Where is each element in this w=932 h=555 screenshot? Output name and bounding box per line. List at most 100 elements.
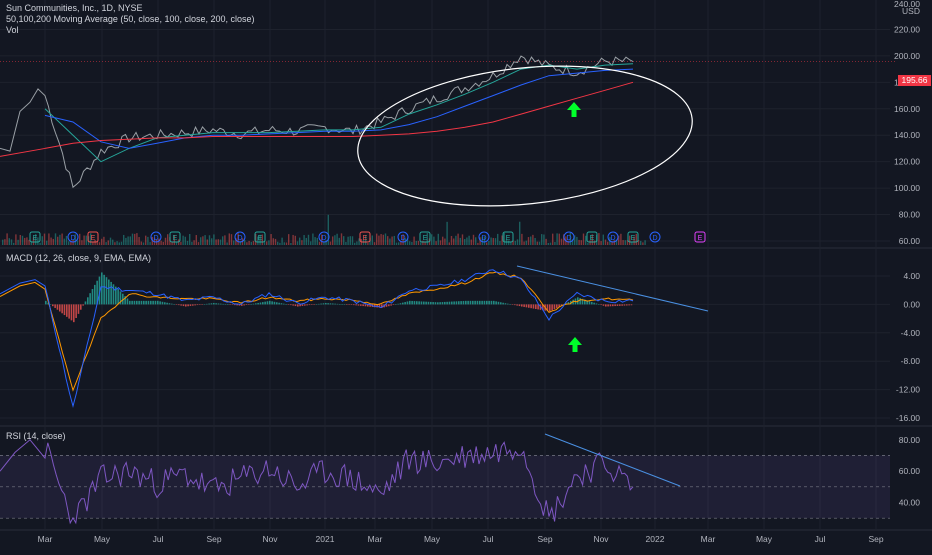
macd-histogram-bar — [607, 304, 609, 307]
macd-histogram-bar — [119, 291, 122, 305]
volume-bar — [450, 235, 453, 245]
volume-bar — [365, 235, 367, 245]
macd-histogram-bar — [152, 300, 154, 305]
time-axis-label: Sep — [206, 534, 221, 544]
volume-bar — [563, 234, 565, 245]
badge-frame — [563, 231, 575, 243]
volume-bar — [444, 238, 446, 245]
volume-bar — [138, 237, 140, 245]
annotation-arrow-macd — [568, 337, 582, 352]
macd-histogram-bar — [448, 301, 451, 305]
macd-histogram-bar — [535, 304, 537, 310]
macd-histogram-bar — [469, 300, 472, 305]
volume-bar — [235, 238, 237, 245]
badge-letter: E — [631, 235, 636, 242]
badge-frame — [254, 231, 266, 243]
macd-histogram-bar — [112, 284, 115, 305]
volume-bar — [446, 221, 448, 245]
volume-bar — [393, 235, 395, 245]
macd-histogram-bar — [434, 302, 437, 305]
volume-bar — [615, 239, 618, 245]
earnings-badge: E — [87, 231, 99, 243]
macd-histogram-bar — [250, 304, 252, 305]
volume-bar — [376, 233, 378, 245]
volume-bar — [380, 234, 382, 245]
volume-bar — [158, 238, 160, 245]
volume-bar — [41, 236, 43, 245]
badge-frame — [67, 231, 79, 243]
price-axis-tick: 120.00 — [894, 157, 920, 167]
macd-axis-tick: -4.00 — [901, 328, 921, 338]
macd-histogram-bar — [171, 303, 173, 305]
volume-bar — [35, 234, 37, 245]
badge-frame — [359, 231, 371, 243]
price-axis-tick: 220.00 — [894, 24, 920, 34]
macd-histogram-bar — [194, 304, 196, 306]
macd-histogram-bar — [404, 302, 406, 305]
rsi-axis-tick: 80.00 — [899, 435, 921, 445]
macd-histogram-bar — [285, 304, 287, 305]
macd-histogram-bar — [229, 304, 231, 305]
volume-bar — [523, 241, 525, 245]
macd-histogram-bar — [556, 304, 558, 308]
volume-bar — [503, 233, 505, 245]
macd-histogram-bar — [329, 303, 332, 305]
badge-letter: E — [33, 235, 38, 242]
macd-histogram-bar — [630, 304, 633, 306]
volume-bar — [26, 237, 28, 245]
volume-bar — [299, 237, 301, 245]
macd-histogram-bar — [399, 303, 402, 305]
macd-histogram-bar — [138, 300, 140, 305]
volume-bar — [184, 236, 186, 245]
volume-bar — [160, 240, 162, 245]
macd-histogram-bar — [460, 301, 462, 305]
macd-histogram-bar — [222, 303, 224, 305]
volume-bar — [13, 242, 15, 245]
volume-bar — [191, 241, 193, 245]
macd-axis-tick: 4.00 — [903, 271, 920, 281]
badge-letter: E — [173, 235, 178, 242]
macd-histogram-bar — [341, 304, 343, 305]
volume-bar — [290, 242, 292, 245]
macd-histogram-bar — [612, 304, 614, 307]
macd-histogram-bar — [320, 303, 322, 305]
badge-frame — [29, 231, 41, 243]
macd-histogram-bar — [334, 303, 336, 305]
badge-frame — [694, 231, 706, 243]
volume-bar — [607, 241, 609, 245]
volume-bar — [472, 234, 475, 245]
volume-bar — [224, 235, 226, 245]
time-axis-label: Sep — [868, 534, 883, 544]
volume-bar — [103, 236, 105, 245]
volume-bar — [574, 235, 576, 245]
volume-bar — [46, 240, 48, 245]
macd-histogram-bar — [339, 304, 341, 305]
badge-frame — [586, 231, 598, 243]
macd-histogram-bar — [602, 304, 605, 306]
volume-bar — [382, 234, 384, 245]
macd-histogram-bar — [348, 304, 350, 305]
macd-histogram-bar — [558, 304, 560, 307]
macd-histogram-bar — [294, 304, 297, 307]
macd-histogram-bar — [154, 300, 157, 305]
macd-histogram-bar — [532, 304, 535, 309]
volume-bar — [338, 237, 340, 245]
volume-bar — [589, 240, 591, 245]
volume-bar — [195, 235, 197, 245]
price-line — [0, 55, 634, 189]
macd-histogram-bar — [280, 303, 283, 305]
macd-histogram-bar — [502, 302, 504, 305]
volume-bar — [81, 240, 83, 245]
volume-bar — [453, 238, 455, 245]
macd-histogram-bar — [598, 304, 600, 305]
volume-bar — [477, 242, 479, 245]
volume-bar — [206, 239, 208, 245]
volume-bar — [112, 239, 114, 245]
macd-histogram-bar — [185, 304, 187, 307]
moving-average-legend: 50,100,200 Moving Average (50, close, 10… — [6, 14, 255, 24]
rsi-line — [0, 439, 634, 525]
volume-bar — [120, 241, 123, 245]
macd-histogram-bar — [133, 300, 136, 305]
